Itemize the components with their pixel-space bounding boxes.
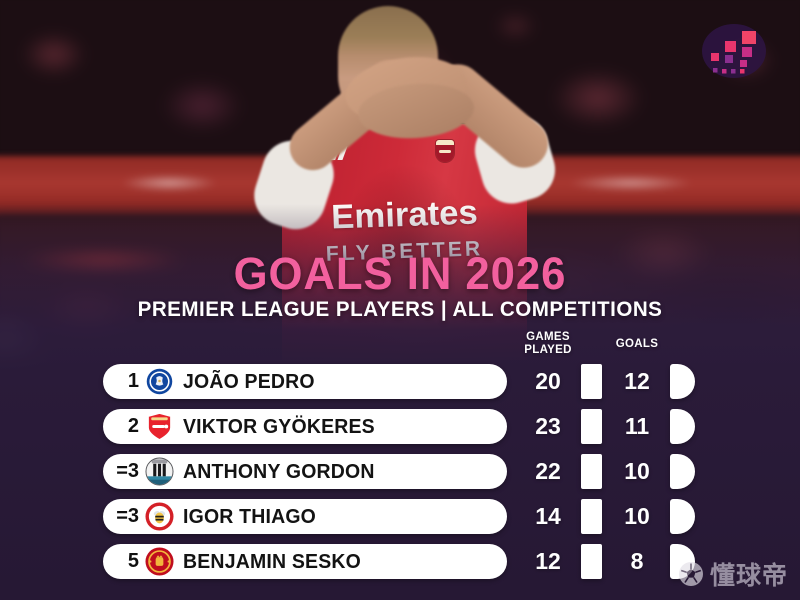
page-title: GOALS IN 2026 <box>233 248 567 299</box>
games-played-value: 22 <box>535 458 561 484</box>
player-row-pill: 2 VIKTOR GYÖKERES <box>103 409 507 444</box>
row-end-cap <box>670 409 695 444</box>
newcastle-badge-icon <box>145 457 174 486</box>
page-subtitle: PREMIER LEAGUE PLAYERS | ALL COMPETITION… <box>137 298 663 321</box>
manchester-united-badge-icon <box>145 547 174 576</box>
rank-label: 1 <box>127 370 139 392</box>
row-end-cap <box>670 454 695 489</box>
goals-value: 10 <box>624 458 650 484</box>
goals-value: 8 <box>630 548 644 574</box>
games-header-line2: PLAYED <box>524 344 572 356</box>
goals-value: 11 <box>624 413 650 439</box>
player-row-pill: 1 JOÃO PEDRO <box>103 364 507 399</box>
row-divider-bar <box>581 544 602 579</box>
table-row: 1 JOÃO PEDRO 20 12 <box>0 364 800 399</box>
rank-label: =3 <box>116 460 139 482</box>
player-row-pill: =3 ANTHONY GORDON <box>103 454 507 489</box>
table-row: =3 IGOR THIAGO 14 10 <box>0 499 800 534</box>
player-row-pill: =3 IGOR THIAGO <box>103 499 507 534</box>
goals-column-header: GOALS <box>615 338 659 350</box>
games-header-line1: GAMES <box>526 331 570 343</box>
goals-value: 12 <box>624 368 650 394</box>
row-end-cap <box>670 364 695 399</box>
games-played-value: 20 <box>535 368 561 394</box>
pixel-stairs-logo-icon <box>701 22 767 80</box>
player-name: BENJAMIN SESKO <box>183 549 361 573</box>
watermark-text: 懂球帝 <box>709 562 788 590</box>
rank-label: 2 <box>127 415 139 437</box>
row-divider-bar <box>581 499 602 534</box>
chelsea-badge-icon <box>145 367 174 396</box>
brentford-badge-icon <box>145 502 174 531</box>
player-name: VIKTOR GYÖKERES <box>183 414 375 438</box>
football-icon <box>678 561 704 587</box>
table-row: 5 BENJAMIN SESKO 12 8 <box>0 544 800 579</box>
rank-label: =3 <box>116 505 139 527</box>
goals-value: 10 <box>624 503 650 529</box>
row-divider-bar <box>581 454 602 489</box>
player-name: ANTHONY GORDON <box>183 459 375 483</box>
rank-label: 5 <box>127 550 139 572</box>
games-played-value: 23 <box>535 413 561 439</box>
player-name: JOÃO PEDRO <box>183 369 315 393</box>
arsenal-badge-icon <box>145 412 174 441</box>
row-divider-bar <box>581 364 602 399</box>
table-row: =3 ANTHONY GORDON 22 1 <box>0 454 800 489</box>
row-end-cap <box>670 499 695 534</box>
games-played-column-header: GAMES PLAYED <box>508 331 588 357</box>
player-row-pill: 5 BENJAMIN SESKO <box>103 544 507 579</box>
row-divider-bar <box>581 409 602 444</box>
table-row: 2 VIKTOR GYÖKERES 23 11 <box>0 409 800 444</box>
watermark: 懂球帝 <box>678 556 788 592</box>
games-played-value: 14 <box>535 503 561 529</box>
player-name: IGOR THIAGO <box>183 504 317 528</box>
games-played-value: 12 <box>535 548 561 574</box>
